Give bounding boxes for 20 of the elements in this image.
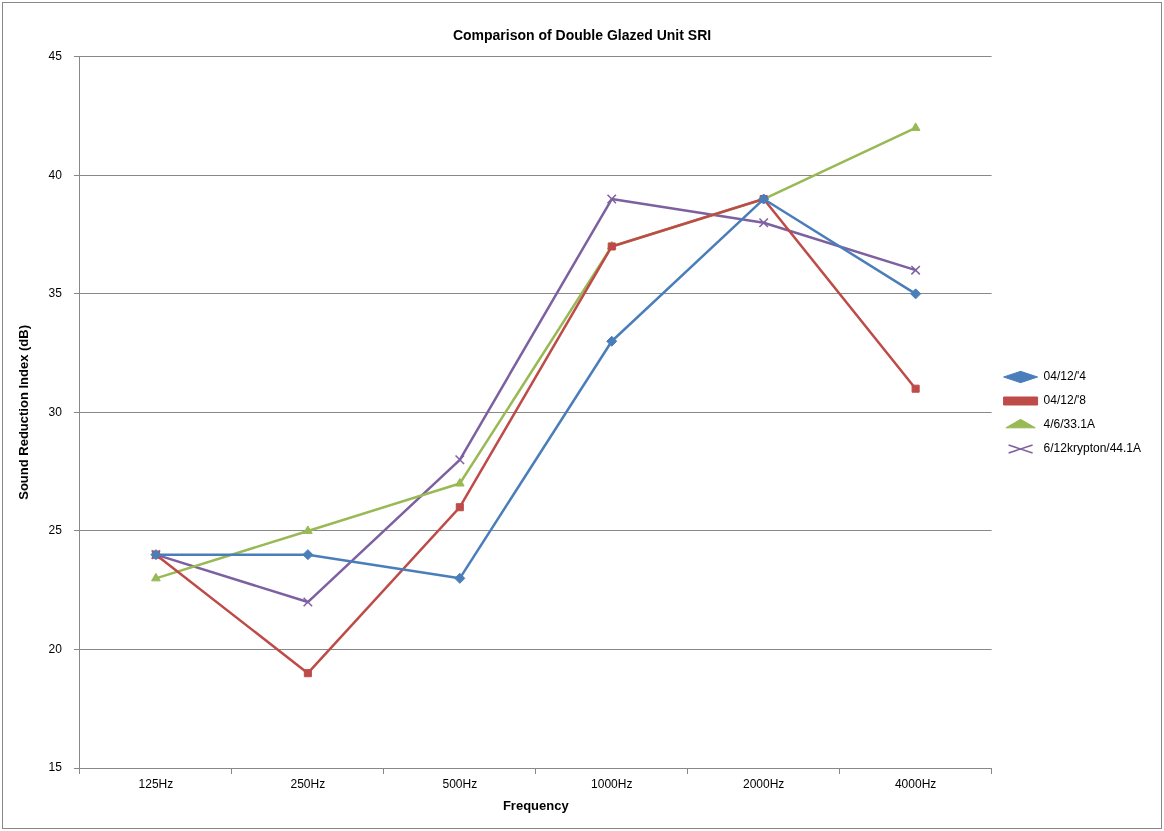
legend-label: 04/12/'8 <box>1043 393 1087 408</box>
y-tick-label: 45 <box>48 49 63 64</box>
y-tick-label: 30 <box>48 404 63 419</box>
x-tick-label: 4000Hz <box>894 776 937 791</box>
x-tick-label: 1000Hz <box>591 776 633 791</box>
x-tick-label: 250Hz <box>290 776 326 791</box>
x-axis-title: Frequency <box>502 797 570 813</box>
y-tick-label: 15 <box>48 760 63 775</box>
y-axis-title: Sound Reduction Index (dB) <box>16 325 32 500</box>
chart-title: Comparison of Double Glazed Unit SRI <box>452 27 712 44</box>
legend-label: 4/6/33.1A <box>1043 417 1095 432</box>
y-tick-label: 20 <box>48 641 63 656</box>
legend-label: 04/12/'4 <box>1043 369 1087 384</box>
x-tick-label: 2000Hz <box>743 776 785 791</box>
x-tick-label: 500Hz <box>442 776 478 791</box>
y-tick-label: 25 <box>48 523 63 538</box>
y-tick-label: 35 <box>48 286 63 301</box>
x-tick-label: 125Hz <box>138 776 174 791</box>
y-tick-label: 40 <box>48 167 63 182</box>
legend-label: 6/12krypton/44.1A <box>1043 441 1142 456</box>
